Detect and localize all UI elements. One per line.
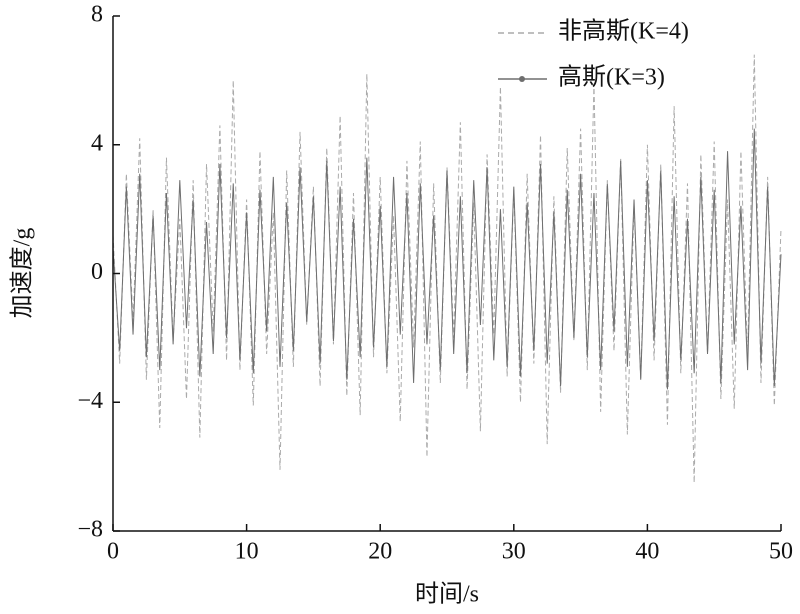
data-line [112, 54, 782, 483]
x-tick-label: 40 [635, 539, 659, 565]
y-tick-label: 0 [91, 259, 103, 285]
y-axis-label: 加速度/g [9, 228, 36, 319]
x-axis-label: 时间/s [415, 581, 479, 608]
x-tick-label: 50 [769, 539, 793, 565]
x-tick-label: 20 [368, 539, 392, 565]
x-tick-label: 10 [235, 539, 259, 565]
y-tick-label: 4 [91, 130, 103, 156]
legend-label: 非高斯(K=4) [558, 18, 689, 45]
x-tick-label: 0 [107, 539, 119, 565]
x-tick-label: 30 [502, 539, 526, 565]
legend-marker [519, 76, 525, 82]
data-line [112, 128, 782, 390]
y-tick-label: −8 [77, 517, 103, 543]
y-tick-label: −4 [77, 388, 103, 414]
y-tick-label: 8 [91, 2, 103, 28]
legend-label: 高斯(K=3) [558, 64, 665, 91]
